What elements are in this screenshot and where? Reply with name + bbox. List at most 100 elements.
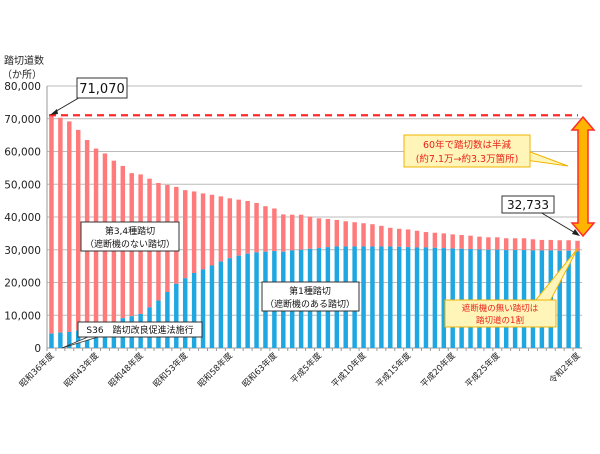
bar-type1: [486, 249, 491, 348]
bar-type34: [566, 240, 571, 251]
halved-callout-tail: [524, 149, 569, 167]
bar-type1: [191, 273, 197, 348]
x-tick-label: 昭和58年度: [195, 350, 235, 390]
bar-type1: [432, 247, 438, 348]
y-tick-label: 80,000: [4, 81, 41, 93]
law-callout-box: [77, 321, 203, 338]
bar-type1: [388, 246, 393, 348]
bar-type1: [200, 269, 206, 348]
start-value-arrow: [52, 95, 83, 114]
x-tick-label: 平成10年度: [329, 350, 369, 390]
end-value-box: [501, 195, 555, 214]
bar-type1: [414, 247, 420, 348]
bar-type34: [370, 224, 375, 247]
x-tick-label: 昭和63年度: [240, 350, 280, 390]
y-tick-label: 60,000: [4, 147, 41, 159]
share-callout-box: [444, 299, 557, 328]
bar-type34: [361, 223, 366, 247]
bar-type34: [191, 191, 197, 274]
bar-type34: [432, 232, 438, 248]
bar-type1: [75, 330, 81, 348]
bar-type1: [67, 331, 72, 348]
bar-type34: [548, 239, 554, 251]
bar-type1: [379, 246, 384, 348]
bar-type34: [334, 219, 340, 247]
halving-double-arrow-icon: [570, 115, 596, 238]
bar-type1: [236, 255, 241, 348]
bar-type34: [352, 222, 357, 247]
x-tick-label: 平成25年度: [463, 350, 503, 390]
y-axis-title: 踏切道数: [4, 54, 44, 67]
type34-label-line1: 第3,4種踏切: [105, 225, 155, 237]
bar-type34: [254, 202, 259, 253]
type1-label-line1: 第1種踏切: [289, 285, 331, 297]
halved-callout-line2: (約7.1万→約3.3万箇所): [416, 153, 519, 165]
x-tick-label: 令和2年度: [547, 350, 583, 386]
bar-type1: [441, 248, 447, 348]
bar-type1: [405, 247, 411, 348]
bar-type1: [227, 258, 233, 348]
bar-type34: [227, 198, 233, 259]
bar-type34: [272, 208, 277, 252]
bar-type1: [396, 246, 402, 348]
y-tick-label: 40,000: [4, 212, 41, 224]
bar-type34: [379, 225, 384, 247]
x-tick-label: 昭和53年度: [151, 350, 191, 390]
bar-type34: [575, 240, 580, 252]
start-value-box: [76, 77, 128, 99]
bar-type1: [218, 261, 224, 348]
bar-type1: [49, 333, 54, 348]
bar-type34: [289, 214, 295, 251]
bar-type1: [450, 248, 455, 348]
bar-type1: [182, 278, 188, 348]
end-value-label: 32,733: [507, 198, 549, 212]
x-tick-label: 昭和36年度: [17, 350, 57, 390]
bar-type1: [566, 250, 571, 348]
bar-type1: [503, 250, 509, 348]
bar-type34: [263, 206, 268, 252]
bar-type34: [521, 238, 527, 251]
bar-type34: [486, 237, 491, 250]
bar-type1: [174, 283, 179, 348]
halved-callout-line1: 60年で踏切数は半減: [423, 139, 512, 151]
bar-type1: [575, 251, 580, 348]
bar-type34: [49, 115, 54, 334]
bar-type34: [298, 214, 304, 250]
end-arrow-head: [572, 229, 580, 236]
halved-callout-box: [403, 134, 531, 168]
bar-type34: [200, 193, 206, 270]
law-callout-text: S36 踏切改良促進法施行: [86, 324, 193, 336]
bar-type1: [370, 246, 375, 348]
bar-type34: [343, 221, 348, 247]
bar-type34: [530, 239, 536, 251]
x-tick-label: 平成20年度: [418, 350, 458, 390]
bar-type34: [396, 228, 402, 247]
bar-type1: [165, 291, 170, 348]
x-tick-label: 平成15年度: [374, 350, 414, 390]
bar-type34: [477, 236, 482, 250]
y-tick-label: 10,000: [4, 310, 41, 322]
bar-type34: [307, 216, 313, 249]
y-tick-label: 70,000: [4, 114, 41, 126]
bar-type34: [539, 239, 545, 251]
bar-type1: [530, 250, 536, 348]
bar-type34: [209, 194, 215, 266]
y-tick-label: 20,000: [4, 278, 41, 290]
bar-type34: [414, 230, 420, 248]
bar-type34: [218, 196, 224, 262]
bar-type1: [495, 249, 500, 348]
bar-type34: [281, 214, 286, 252]
bar-type34: [557, 240, 562, 251]
bar-type1: [477, 249, 482, 348]
bar-type1: [423, 247, 429, 348]
bar-type34: [325, 218, 331, 248]
bar-type1: [245, 253, 250, 348]
bar-type34: [441, 233, 447, 249]
bar-type34: [468, 235, 473, 250]
start-value-label: 71,070: [79, 82, 125, 97]
bar-type34: [405, 229, 411, 248]
y-tick-label: 30,000: [4, 245, 41, 257]
start-arrow-head: [50, 109, 58, 115]
bar-type1: [557, 250, 562, 348]
